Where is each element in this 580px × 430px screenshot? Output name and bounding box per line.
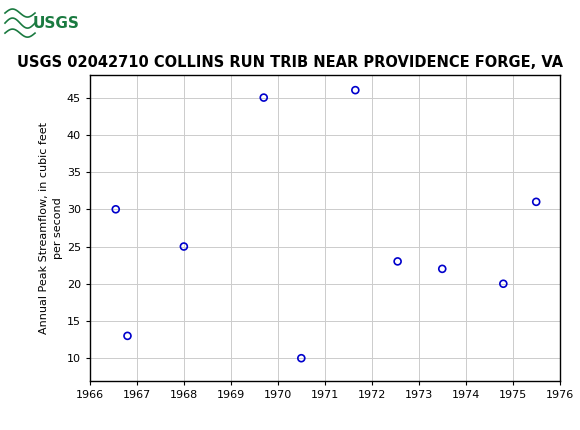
Point <box>351 87 360 94</box>
Point <box>111 206 121 213</box>
Text: USGS: USGS <box>32 15 79 31</box>
Point <box>499 280 508 287</box>
Point <box>259 94 269 101</box>
Y-axis label: Annual Peak Streamflow, in cubic feet
per second: Annual Peak Streamflow, in cubic feet pe… <box>39 122 63 334</box>
Point <box>179 243 188 250</box>
Point <box>123 332 132 339</box>
Point <box>296 355 306 362</box>
Bar <box>4 3 79 42</box>
Point <box>531 198 541 205</box>
Point <box>437 265 447 272</box>
Text: USGS 02042710 COLLINS RUN TRIB NEAR PROVIDENCE FORGE, VA: USGS 02042710 COLLINS RUN TRIB NEAR PROV… <box>17 55 563 70</box>
Point <box>393 258 403 265</box>
